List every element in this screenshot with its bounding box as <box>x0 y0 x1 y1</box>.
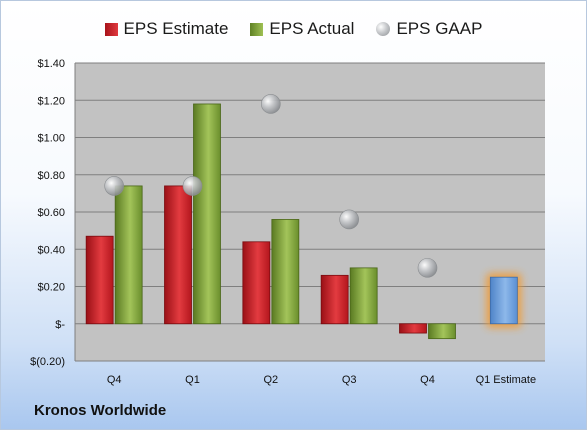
x-tick-label: Q4 <box>107 374 122 386</box>
y-tick-label: $0.40 <box>37 244 65 256</box>
eps-actual-bar <box>428 323 456 340</box>
y-tick-label: $1.40 <box>37 58 65 70</box>
x-tick-label: Q4 <box>420 374 435 386</box>
chart-legend: EPS Estimate EPS Actual EPS GAAP <box>1 19 586 39</box>
y-tick-label: $1.00 <box>37 133 65 145</box>
eps-gaap-point <box>261 94 281 114</box>
company-name: Kronos Worldwide <box>34 402 167 419</box>
eps-estimate-bar <box>399 323 427 334</box>
eps-gaap-point <box>182 176 203 196</box>
eps-gaap-point <box>417 258 438 278</box>
eps-estimate-bar <box>242 241 271 325</box>
x-tick-label: Q1 Estimate <box>476 374 537 386</box>
legend-label-eps-actual: EPS Actual <box>269 19 355 38</box>
eps-actual-bar <box>114 185 143 325</box>
legend-label-eps-estimate: EPS Estimate <box>123 19 229 38</box>
legend-swatch-eps-gaap <box>376 22 391 36</box>
legend-label-eps-gaap: EPS GAAP <box>396 19 483 38</box>
eps-estimate-bar <box>85 235 114 325</box>
legend-item-eps-actual: EPS Actual <box>250 19 354 39</box>
eps-estimate-bar <box>164 185 192 325</box>
eps-actual-bar <box>349 267 378 325</box>
legend-swatch-eps-estimate <box>104 22 118 36</box>
x-tick-label: Q2 <box>263 374 278 386</box>
x-tick-label: Q3 <box>342 374 357 386</box>
eps-gaap-point <box>104 176 124 196</box>
eps-actual-bar <box>271 219 300 325</box>
y-tick-label: $0.20 <box>37 282 65 294</box>
eps-estimate-bar <box>320 274 349 325</box>
legend-swatch-eps-actual <box>250 22 264 36</box>
y-tick-label: $0.80 <box>37 170 65 182</box>
x-tick-label: Q1 <box>185 374 200 386</box>
y-tick-label: $(0.20) <box>30 356 65 368</box>
forecast-bar <box>489 276 518 325</box>
eps-gaap-point <box>339 209 359 230</box>
legend-item-eps-gaap: EPS GAAP <box>376 19 482 39</box>
y-tick-label: $1.20 <box>37 95 65 107</box>
y-tick-label: $0.60 <box>37 207 65 219</box>
eps-actual-bar <box>193 103 221 325</box>
legend-item-eps-estimate: EPS Estimate <box>104 19 229 39</box>
y-tick-label: $- <box>55 319 65 331</box>
